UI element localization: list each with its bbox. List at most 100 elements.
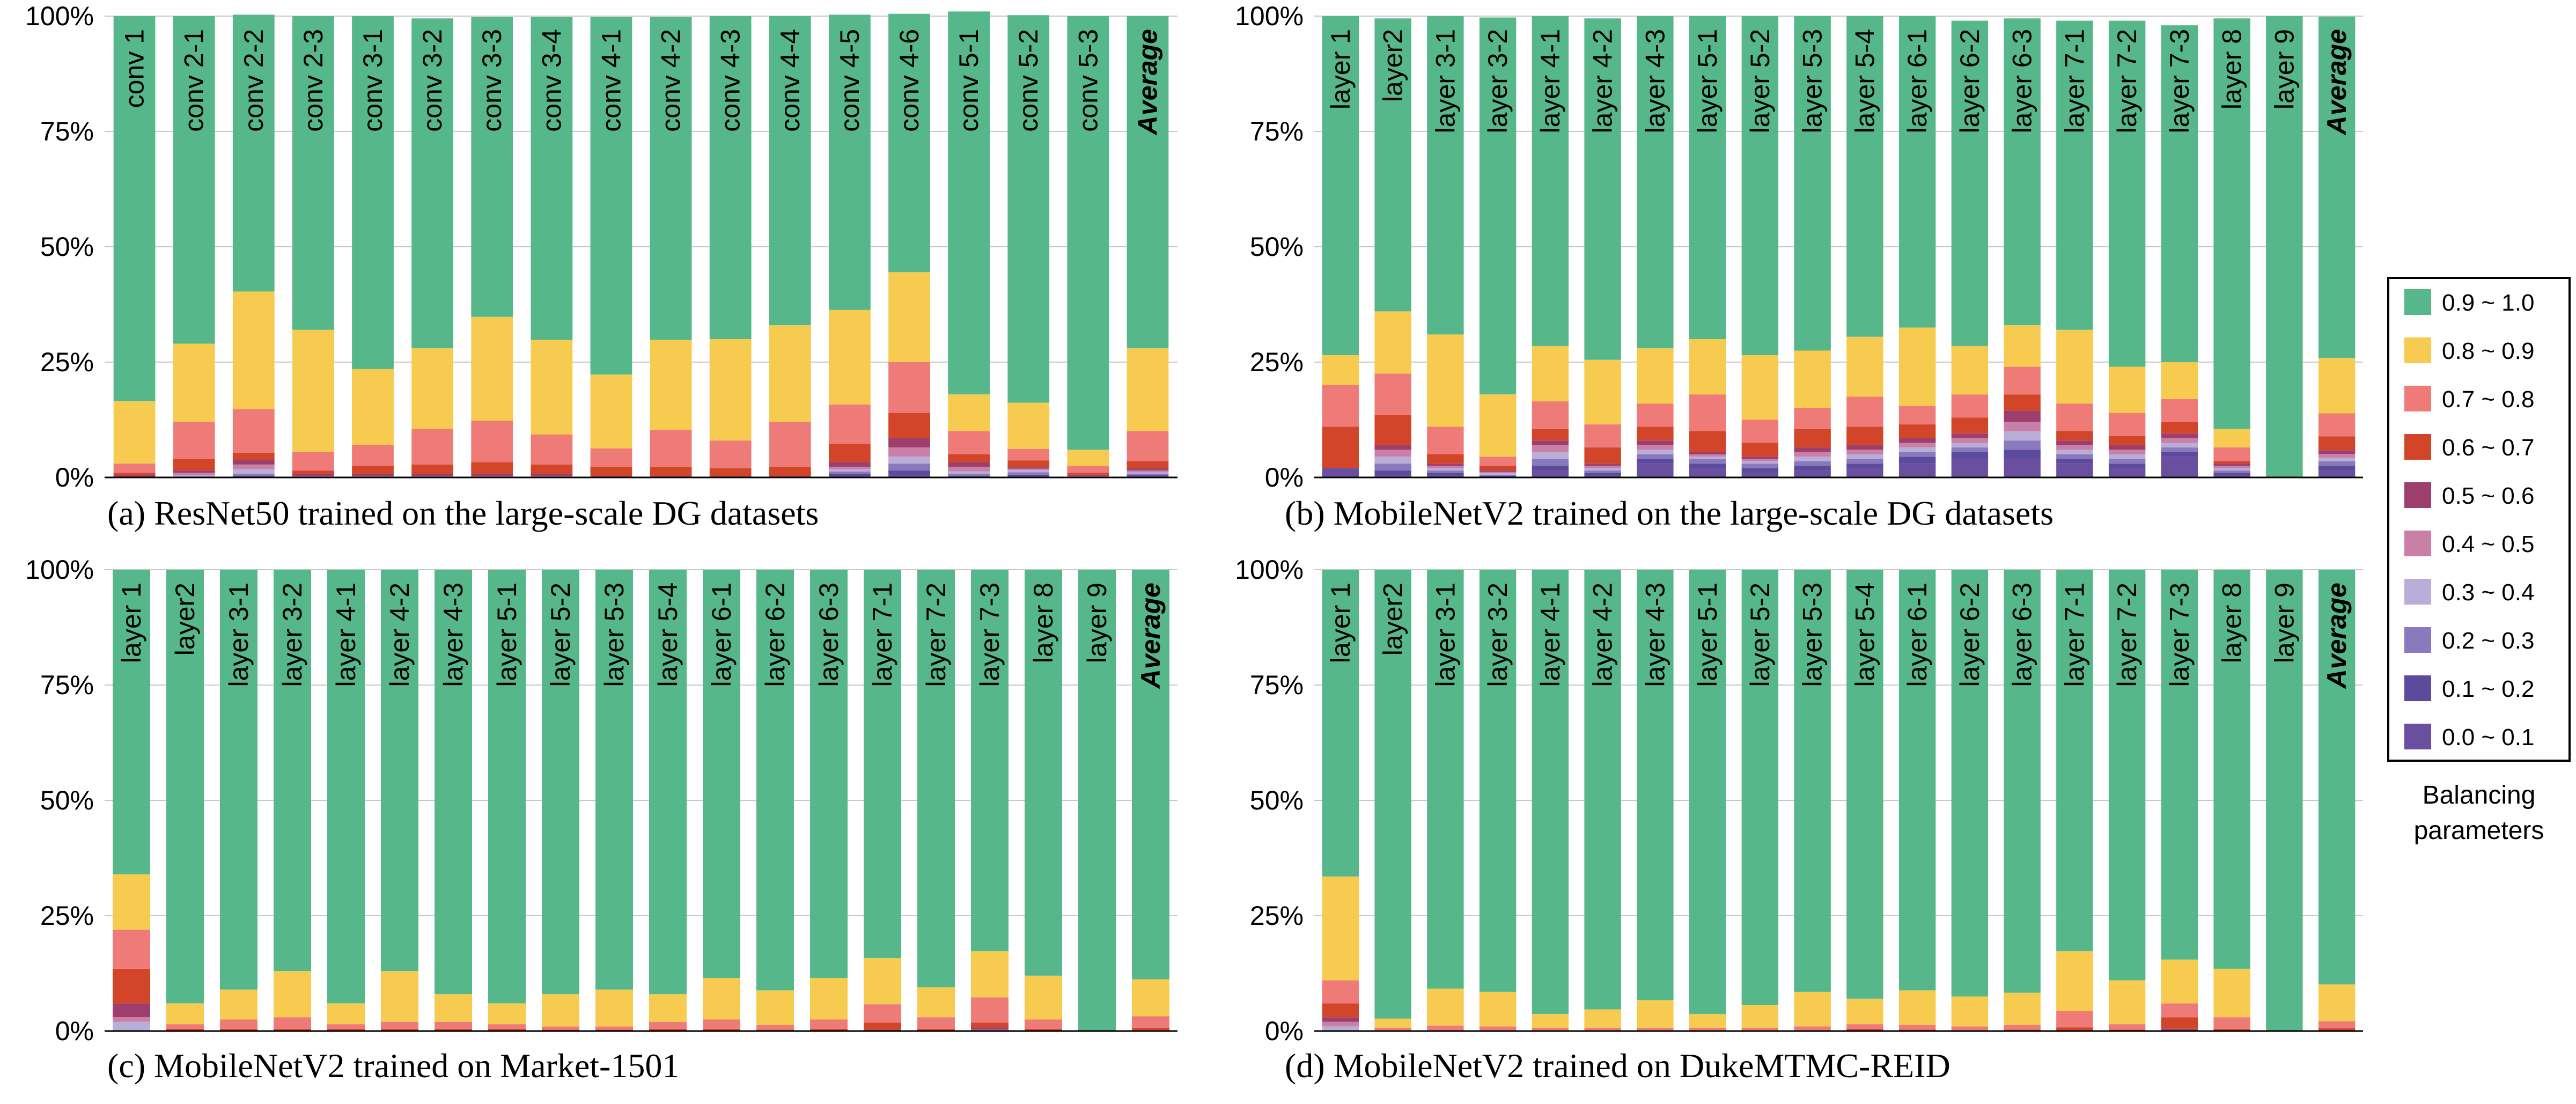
- bar-segment: [1479, 457, 1517, 466]
- bar-segment: [1479, 466, 1517, 471]
- bar-segment: [1689, 431, 1726, 452]
- bar-segment: [917, 1028, 955, 1031]
- bar-segment: [471, 474, 513, 476]
- bar-segment: [1374, 373, 1411, 415]
- bar-segment: [709, 440, 752, 468]
- category-label: layer 7-2: [2112, 583, 2142, 687]
- bar-segment: [292, 474, 334, 476]
- bar-segment: [274, 971, 311, 1018]
- bar-segment: [1067, 466, 1109, 473]
- bar-segment: [274, 1028, 311, 1031]
- bar-segment: [292, 329, 334, 452]
- bar-segment: [2161, 452, 2198, 457]
- bar-segment: [2056, 459, 2093, 464]
- bar-segment: [1532, 470, 1569, 477]
- bar-segment: [1532, 466, 1569, 471]
- bar-segment: [2318, 458, 2356, 461]
- legend-title-line1: Balancing: [2423, 781, 2536, 809]
- category-label: layer 3-2: [277, 583, 307, 687]
- bar-segment: [590, 448, 632, 467]
- category-label: Average: [2322, 583, 2352, 689]
- category-label: conv 5-1: [954, 29, 984, 132]
- bar-segment: [1637, 570, 1674, 1000]
- bar-segment: [1898, 327, 1936, 406]
- bar-segment: [1741, 443, 1779, 457]
- bar-segment: [1584, 468, 1621, 471]
- bar-segment: [971, 1027, 1009, 1030]
- bar-segment: [703, 978, 740, 1020]
- category-label: layer 5-2: [546, 583, 576, 687]
- bar-segment: [1689, 394, 1726, 431]
- y-tick-label: 100%: [1235, 1, 1304, 31]
- category-label: layer 5-1: [1692, 29, 1723, 134]
- category-label: layer 3-1: [1430, 29, 1460, 134]
- bar-segment: [1067, 16, 1109, 450]
- bar-segment: [649, 570, 687, 995]
- bar-segment: [810, 570, 848, 978]
- bar-segment: [1479, 470, 1517, 472]
- category-label: layer2: [1378, 29, 1408, 102]
- bar-segment: [2004, 410, 2041, 422]
- bar-segment: [756, 1025, 794, 1030]
- y-tick-label: 75%: [1250, 670, 1304, 700]
- bar-segment: [220, 570, 257, 990]
- category-label: layer 4-2: [385, 583, 415, 687]
- bar-segment: [1127, 431, 1169, 461]
- bar-segment: [435, 994, 472, 1022]
- category-label: layer 5-3: [1798, 583, 1828, 687]
- bar-segment: [948, 11, 990, 395]
- y-tick-label: 0%: [1265, 1016, 1304, 1046]
- bar-segment: [435, 1028, 472, 1031]
- bar-segment: [1374, 415, 1411, 445]
- bar-segment: [1532, 445, 1569, 452]
- bar-segment: [2108, 20, 2146, 367]
- bar-segment: [220, 1019, 257, 1029]
- bar-segment: [220, 989, 257, 1020]
- bar-segment: [411, 348, 453, 429]
- bar-segment: [1132, 1027, 1169, 1031]
- bar-segment: [1584, 424, 1621, 448]
- category-label: layer 5-1: [1692, 583, 1723, 687]
- bar-segment: [542, 1026, 579, 1030]
- bar-segment: [1898, 570, 1936, 991]
- bar-segment: [1846, 450, 1883, 454]
- bar-segment: [1427, 426, 1464, 454]
- bar-segment: [1637, 16, 1674, 349]
- bar-segment: [1532, 401, 1569, 429]
- bar-segment: [173, 475, 215, 477]
- bar-segment: [1584, 1009, 1621, 1028]
- category-label: layer 6-2: [1955, 583, 1985, 687]
- bar-segment: [381, 971, 418, 1022]
- category-label: layer 7-2: [2112, 29, 2142, 134]
- category-label: conv 5-3: [1073, 29, 1103, 132]
- bar-segment: [2213, 468, 2250, 471]
- bar-segment: [1427, 988, 1464, 1026]
- bar-segment: [2213, 470, 2250, 473]
- bar-segment: [2213, 447, 2250, 461]
- bar-segment: [2108, 459, 2146, 464]
- bar-segment: [2004, 570, 2041, 993]
- bar-segment: [2318, 436, 2356, 451]
- category-label: layer 6-3: [2007, 583, 2037, 687]
- bar-segment: [971, 951, 1009, 998]
- bar-segment: [1637, 1027, 1674, 1031]
- bar-segment: [2161, 457, 2198, 477]
- bar-segment: [2004, 394, 2041, 411]
- y-tick-label: 25%: [1250, 347, 1304, 377]
- bar-segment: [709, 339, 752, 441]
- bar-segment: [1637, 459, 1674, 464]
- bar-segment: [1584, 473, 1621, 475]
- bar-segment: [1584, 447, 1621, 464]
- bar-segment: [1427, 470, 1464, 473]
- category-label: layer 4-3: [1640, 29, 1670, 134]
- bar-segment: [542, 570, 579, 995]
- category-label: layer 6-3: [2007, 29, 2037, 134]
- category-label: layer 7-3: [2165, 583, 2195, 687]
- bar-segment: [1025, 1019, 1062, 1029]
- category-label: layer 3-2: [1483, 29, 1513, 134]
- bar-segment: [888, 272, 930, 362]
- category-label: layer 4-2: [1588, 583, 1618, 687]
- category-label: conv 1: [120, 29, 150, 108]
- category-label: conv 3-4: [536, 29, 566, 132]
- bar-segment: [488, 1003, 526, 1025]
